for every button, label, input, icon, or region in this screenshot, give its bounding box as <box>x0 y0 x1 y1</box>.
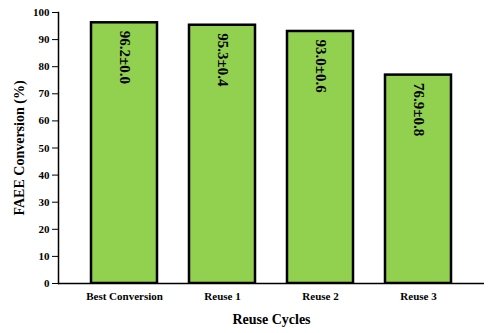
svg-text:60: 60 <box>39 114 51 126</box>
svg-text:10: 10 <box>39 250 51 262</box>
svg-text:Reuse 2: Reuse 2 <box>302 290 339 302</box>
svg-text:Best Conversion: Best Conversion <box>86 290 163 302</box>
svg-text:30: 30 <box>39 196 51 208</box>
svg-text:100: 100 <box>33 6 50 18</box>
svg-text:50: 50 <box>39 142 51 154</box>
svg-text:70: 70 <box>39 87 51 99</box>
svg-text:90: 90 <box>39 33 51 45</box>
svg-text:40: 40 <box>39 169 51 181</box>
svg-text:96.2±0.0: 96.2±0.0 <box>117 31 133 84</box>
svg-text:Reuse Cycles: Reuse Cycles <box>232 312 311 327</box>
svg-text:FAEE Conversion (%): FAEE Conversion (%) <box>12 80 28 215</box>
svg-text:93.0±0.6: 93.0±0.6 <box>313 39 329 93</box>
svg-text:95.3±0.4: 95.3±0.4 <box>215 33 231 87</box>
svg-text:20: 20 <box>39 223 51 235</box>
svg-text:80: 80 <box>39 60 51 72</box>
svg-text:76.9±0.8: 76.9±0.8 <box>411 83 427 136</box>
svg-text:Reuse 3: Reuse 3 <box>400 290 437 302</box>
svg-text:Reuse 1: Reuse 1 <box>204 290 240 302</box>
svg-text:0: 0 <box>44 277 50 289</box>
